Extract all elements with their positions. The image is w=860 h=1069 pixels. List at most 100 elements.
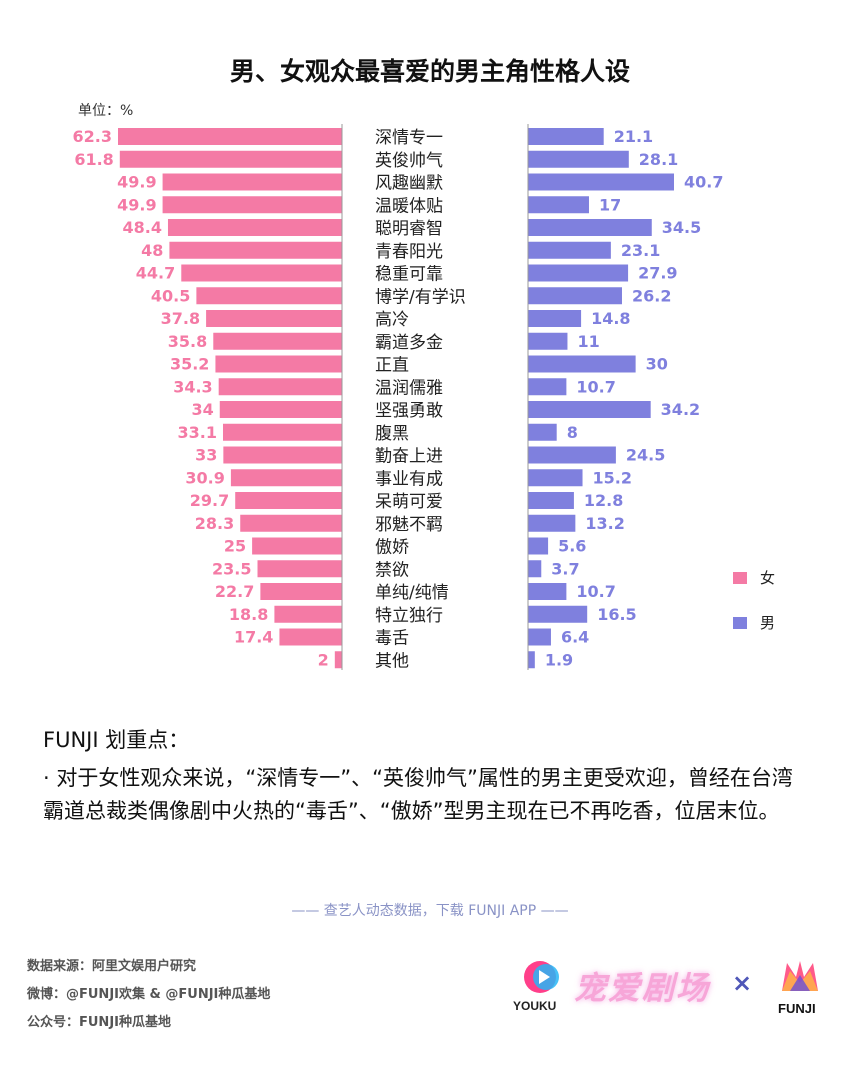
female-value-label: 61.8 (74, 150, 113, 169)
category-label: 高冷 (375, 310, 409, 330)
category-label: 邪魅不羁 (375, 515, 443, 535)
female-value-label: 2 (318, 650, 329, 669)
category-label: 傲娇 (375, 538, 409, 558)
funji-crown-icon (782, 961, 818, 991)
male-bar (528, 264, 629, 282)
female-bar (218, 378, 342, 396)
female-value-label: 29.7 (190, 491, 229, 510)
times-sign: × (732, 969, 753, 997)
male-bar (528, 241, 611, 259)
category-label: 风趣幽默 (375, 174, 443, 194)
funji-wordmark: FUNJI (778, 1001, 816, 1016)
male-bar (528, 401, 651, 418)
female-bar (181, 264, 342, 282)
female-value-label: 30.9 (185, 468, 224, 487)
male-bar (528, 287, 622, 305)
female-bar (219, 401, 342, 418)
female-value-label: 23.5 (212, 559, 251, 578)
female-bar (260, 583, 342, 600)
legend-female-label: 女 (760, 569, 775, 587)
female-value-label: 44.7 (136, 264, 175, 283)
male-bar (528, 150, 629, 168)
male-bar (528, 196, 589, 214)
female-value-label: 37.8 (161, 309, 200, 328)
male-bar (528, 560, 542, 578)
male-value-label: 17 (599, 195, 621, 214)
female-value-label: 62.3 (73, 127, 112, 146)
male-bar (528, 514, 576, 532)
female-series: 62.361.849.949.948.44844.740.537.835.835… (73, 127, 342, 669)
note-body: · 对于女性观众来说，“深情专一”、“英俊帅气”属性的男主更受欢迎，曾经在台湾霸… (43, 766, 793, 823)
male-value-label: 1.9 (545, 650, 573, 669)
male-value-label: 10.7 (576, 582, 615, 601)
male-value-label: 21.1 (614, 127, 653, 146)
male-bar (528, 378, 567, 396)
female-value-label: 48 (141, 241, 163, 260)
female-bar (240, 514, 342, 532)
category-label: 毒舌 (375, 629, 409, 649)
male-value-label: 23.1 (621, 241, 660, 260)
male-value-label: 26.2 (632, 286, 671, 305)
category-label: 特立独行 (375, 606, 443, 626)
female-value-label: 48.4 (122, 218, 161, 237)
male-bar (528, 446, 616, 464)
unit-label: 单位：% (78, 103, 134, 119)
male-value-label: 27.9 (638, 264, 677, 283)
male-value-label: 13.2 (585, 514, 624, 533)
legend-male-label: 男 (760, 614, 775, 632)
male-value-label: 3.7 (551, 559, 579, 578)
male-value-label: 30 (646, 355, 668, 374)
female-bar (119, 150, 342, 168)
male-value-label: 24.5 (626, 446, 665, 465)
male-bar (528, 605, 588, 623)
category-label: 聪明睿智 (375, 219, 443, 239)
category-label: 温暖体贴 (375, 196, 443, 216)
female-bar (274, 605, 342, 623)
female-bar (223, 446, 342, 464)
male-bar (528, 310, 582, 327)
butterfly-bar-chart: 62.361.849.949.948.44844.740.537.835.835… (73, 124, 775, 671)
male-value-label: 16.5 (597, 605, 636, 624)
female-value-label: 33 (195, 446, 217, 465)
male-bar (528, 355, 636, 373)
female-value-label: 49.9 (117, 195, 156, 214)
category-label: 勤奋上进 (375, 447, 443, 467)
female-value-label: 22.7 (215, 582, 254, 601)
male-bar (528, 537, 549, 555)
category-label: 正直 (375, 356, 409, 376)
female-bar (252, 537, 342, 555)
male-value-label: 14.8 (591, 309, 630, 328)
chart-title: 男、女观众最喜爱的男主角性格人设 (229, 57, 630, 86)
male-value-label: 15.2 (593, 468, 632, 487)
category-label: 禁欲 (375, 560, 409, 580)
category-label: 坚强勇敢 (375, 401, 443, 421)
note-title: FUNJI 划重点： (43, 728, 190, 752)
category-label: 青春阳光 (375, 242, 443, 262)
category-label: 博学/有学识 (375, 287, 466, 307)
male-value-label: 6.4 (561, 628, 589, 647)
female-value-label: 28.3 (195, 514, 234, 533)
female-bar (118, 128, 342, 145)
female-bar (206, 310, 342, 327)
female-value-label: 17.4 (234, 628, 273, 647)
female-bar (196, 287, 342, 305)
category-label: 其他 (375, 651, 409, 671)
female-bar (334, 651, 342, 669)
female-value-label: 35.8 (168, 332, 207, 351)
youku-logo-icon (524, 961, 559, 993)
male-value-label: 12.8 (584, 491, 623, 510)
female-value-label: 34.3 (173, 377, 212, 396)
female-value-label: 40.5 (151, 286, 190, 305)
wechat-account: 公众号：FUNJI种瓜基地 (27, 1015, 171, 1030)
male-bar (528, 492, 574, 509)
female-bar (213, 332, 342, 350)
legend-female-swatch (733, 572, 747, 584)
promo-banner[interactable]: —— 查艺人动态数据，下载 FUNJI APP —— (291, 903, 569, 919)
category-label: 事业有成 (375, 469, 443, 489)
female-value-label: 33.1 (178, 423, 217, 442)
female-value-label: 35.2 (170, 355, 209, 374)
female-bar (169, 241, 342, 259)
male-bar (528, 173, 674, 191)
female-bar (167, 219, 342, 236)
male-bar (528, 651, 535, 669)
